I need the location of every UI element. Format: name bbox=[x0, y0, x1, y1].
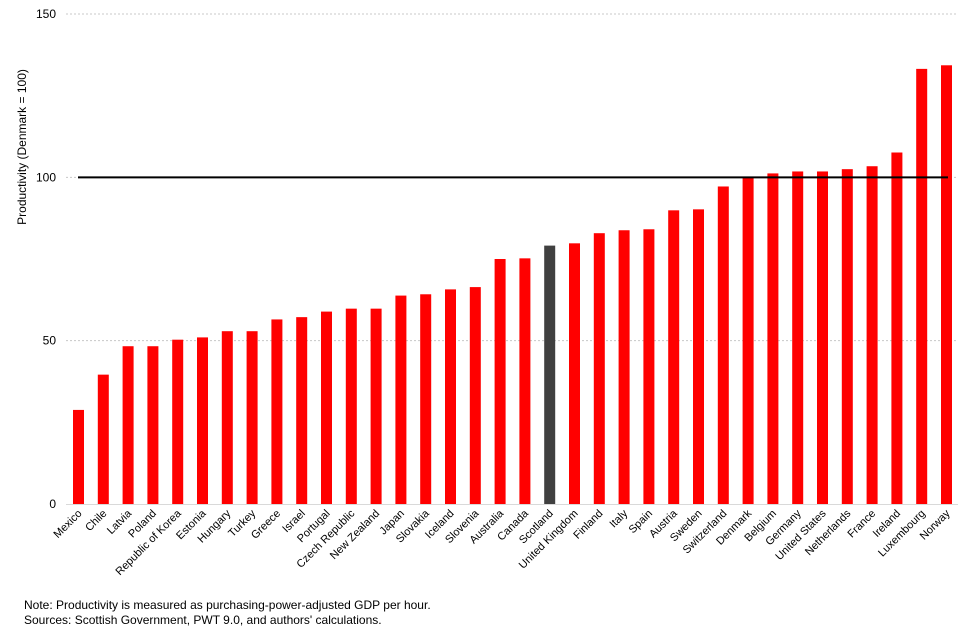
bar-denmark bbox=[742, 177, 754, 505]
bar-republic-of-korea bbox=[172, 339, 184, 504]
bar-slovenia bbox=[469, 287, 481, 504]
bar-portugal bbox=[321, 311, 332, 504]
bar-united-states bbox=[817, 171, 828, 504]
y-tick-label: 0 bbox=[49, 497, 56, 511]
bar-norway bbox=[941, 65, 952, 504]
bar-mexico bbox=[73, 409, 84, 504]
bar-new-zealand bbox=[370, 308, 382, 504]
bar-japan bbox=[395, 295, 407, 504]
bar-slovakia bbox=[420, 294, 432, 504]
bar-latvia bbox=[122, 346, 134, 504]
bar-canada bbox=[519, 258, 531, 504]
bar-finland bbox=[593, 233, 605, 504]
bar-hungary bbox=[221, 331, 233, 504]
bar-iceland bbox=[445, 289, 456, 504]
productivity-bar-chart: 0 50 100 150 MexicoChileLatviaPolandRepubli… bbox=[15, 7, 958, 578]
bar-austria bbox=[668, 210, 680, 504]
bar-turkey bbox=[246, 331, 258, 504]
bar-netherlands bbox=[841, 169, 853, 504]
bar-czech-republic bbox=[345, 308, 357, 504]
sources-text: Sources: Scottish Government, PWT 9.0, a… bbox=[24, 613, 382, 627]
bar-australia bbox=[494, 259, 506, 504]
y-tick-label: 50 bbox=[43, 334, 57, 348]
bar-belgium bbox=[767, 173, 779, 504]
bar-united-kingdom bbox=[569, 243, 580, 504]
bar-france bbox=[866, 166, 878, 504]
bar-estonia bbox=[197, 337, 208, 504]
bar-luxembourg bbox=[916, 68, 928, 504]
x-tick-label: France bbox=[846, 508, 879, 541]
bars bbox=[73, 65, 952, 505]
y-tick-label: 100 bbox=[36, 170, 56, 184]
bar-switzerland bbox=[717, 186, 729, 505]
bar-ireland bbox=[891, 152, 903, 505]
y-axis-ticks: 0 50 100 150 bbox=[36, 7, 56, 511]
bar-italy bbox=[618, 230, 630, 504]
bar-sweden bbox=[693, 209, 704, 504]
bar-poland bbox=[147, 346, 159, 504]
x-tick-label: Mexico bbox=[51, 508, 84, 541]
y-tick-label: 150 bbox=[36, 7, 56, 21]
bar-spain bbox=[643, 229, 655, 505]
bar-greece bbox=[271, 319, 283, 504]
bar-israel bbox=[296, 317, 308, 504]
bar-germany bbox=[792, 171, 804, 504]
note-text: Note: Productivity is measured as purcha… bbox=[24, 598, 431, 612]
y-axis-label: Productivity (Denmark = 100) bbox=[15, 69, 29, 225]
bar-chile bbox=[97, 374, 109, 504]
bar-scotland bbox=[544, 245, 556, 504]
